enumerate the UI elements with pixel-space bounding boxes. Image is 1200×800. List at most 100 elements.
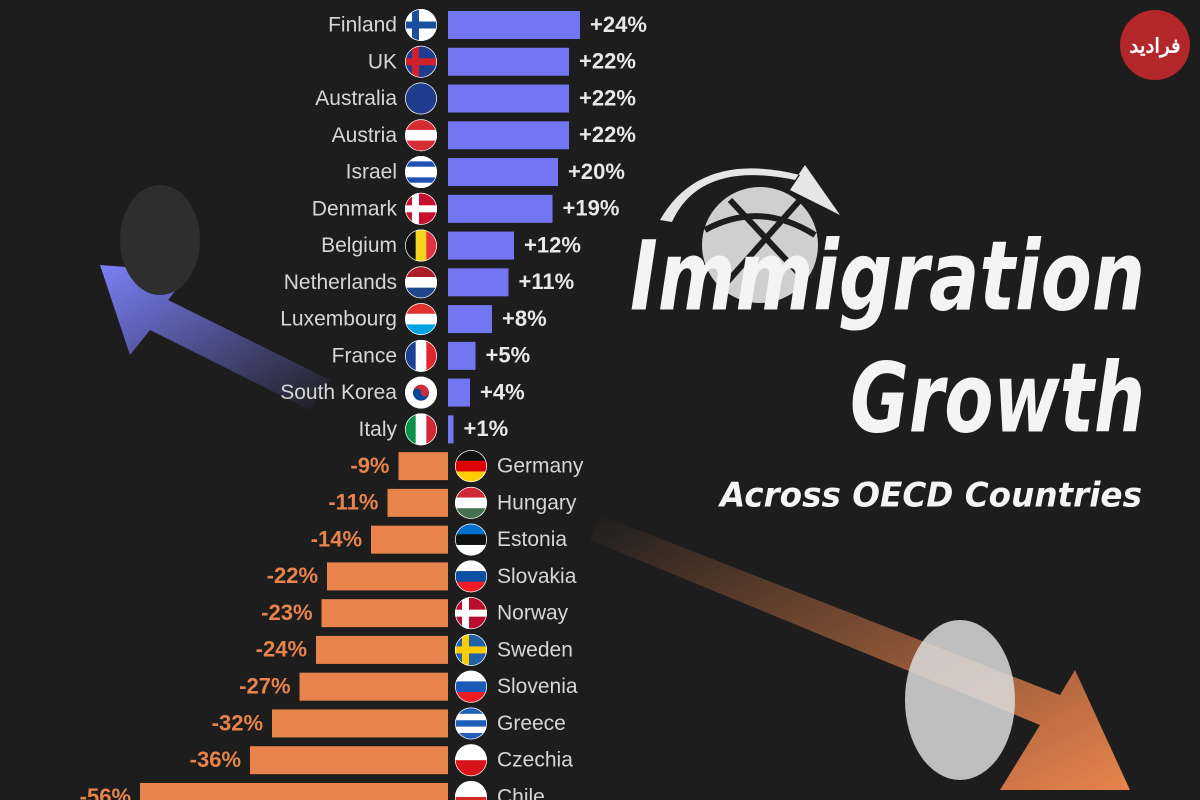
flag-stripe <box>405 129 437 142</box>
flag-stripe <box>405 140 437 152</box>
value-label: +19% <box>563 196 620 221</box>
flag <box>405 413 437 446</box>
value-label: +24% <box>590 12 647 37</box>
value-label: -36% <box>190 747 241 772</box>
country-label: Italy <box>358 418 397 441</box>
bar <box>448 341 476 370</box>
flag-stripe <box>415 413 427 446</box>
flag-stripe <box>405 413 417 446</box>
value-label: +4% <box>480 379 525 404</box>
flag-stripe <box>455 780 487 798</box>
bar <box>448 305 492 334</box>
value-label: +1% <box>464 416 509 441</box>
value-label: -24% <box>256 637 307 662</box>
bar <box>448 11 580 39</box>
flag-stripe <box>455 670 487 682</box>
flag-stripe <box>405 303 437 315</box>
country-label: Slovenia <box>497 675 578 698</box>
flag-stripe <box>455 534 487 546</box>
flag-stripe <box>455 523 487 535</box>
flag <box>405 339 437 372</box>
value-label: -27% <box>239 673 290 698</box>
value-label: +12% <box>524 232 581 257</box>
flag-stripe <box>455 486 487 499</box>
value-label: +8% <box>502 306 547 331</box>
flag-stripe <box>455 726 487 734</box>
flag <box>405 82 437 115</box>
bar <box>327 562 448 591</box>
country-label: Israel <box>346 161 397 184</box>
country-label: Greece <box>497 712 566 735</box>
value-label: +5% <box>486 343 531 368</box>
bar <box>398 452 448 481</box>
flag-stripe <box>455 544 487 556</box>
country-label: Hungary <box>497 491 577 514</box>
bar <box>448 194 553 223</box>
flag-stripe <box>426 413 437 446</box>
flag-stripe <box>455 471 487 483</box>
bar <box>448 415 454 444</box>
flag-emblem <box>413 388 429 401</box>
flag-stripe <box>455 720 487 728</box>
value-label: -23% <box>261 600 312 625</box>
flag-stripe <box>426 339 437 372</box>
flag <box>405 45 437 78</box>
flag-cross <box>455 609 487 617</box>
person-silhouette <box>905 620 1015 780</box>
chart-title: Growth <box>850 342 1145 454</box>
country-label: Germany <box>497 455 584 478</box>
bar <box>448 121 569 150</box>
country-label: Czechia <box>497 749 573 772</box>
flag-stripe <box>455 744 487 761</box>
flag-stripe <box>405 229 417 262</box>
flag <box>455 450 487 483</box>
flag <box>405 266 437 299</box>
flag <box>455 597 487 630</box>
arrow-up <box>100 265 330 410</box>
flag <box>405 229 437 262</box>
flag-stripe <box>405 82 437 115</box>
chart-title: Immigration <box>630 220 1145 332</box>
logo-badge <box>1120 10 1190 80</box>
country-label: Estonia <box>497 528 567 551</box>
country-label: Netherlands <box>284 271 397 294</box>
country-label: France <box>332 344 397 367</box>
bar <box>272 709 448 738</box>
flag <box>455 744 487 777</box>
bar <box>387 488 448 517</box>
flag-cross <box>455 646 487 654</box>
bar <box>448 378 470 407</box>
flag-stripe <box>405 161 437 168</box>
flag-stripe <box>405 182 437 189</box>
flag <box>455 523 487 556</box>
flag-stripe <box>405 313 437 325</box>
flag-cross <box>405 205 437 213</box>
flag-cross <box>405 21 437 29</box>
flag <box>405 156 437 189</box>
country-label: Luxembourg <box>280 308 397 331</box>
person-silhouette <box>120 185 200 295</box>
flag-stripe <box>426 229 437 262</box>
flag-stripe <box>405 324 437 336</box>
flag-stripe <box>455 796 487 800</box>
flag <box>405 192 437 225</box>
flag-stripe <box>455 733 487 740</box>
value-label: -14% <box>311 526 362 551</box>
country-label: South Korea <box>280 381 397 404</box>
value-label: +22% <box>579 85 636 110</box>
country-label: Australia <box>315 87 397 110</box>
value-label: +11% <box>519 269 575 294</box>
flag-stripe <box>455 560 487 572</box>
country-label: Finland <box>328 14 397 37</box>
value-label: +22% <box>579 49 636 74</box>
flag <box>455 670 487 703</box>
flag-stripe <box>455 707 487 715</box>
flag <box>455 633 487 666</box>
flag <box>405 9 437 41</box>
flag-stripe <box>405 266 437 278</box>
bar <box>448 47 569 76</box>
bar <box>299 672 448 701</box>
country-label: Belgium <box>321 234 397 257</box>
flag-stripe <box>455 581 487 593</box>
country-label: Norway <box>497 602 569 625</box>
